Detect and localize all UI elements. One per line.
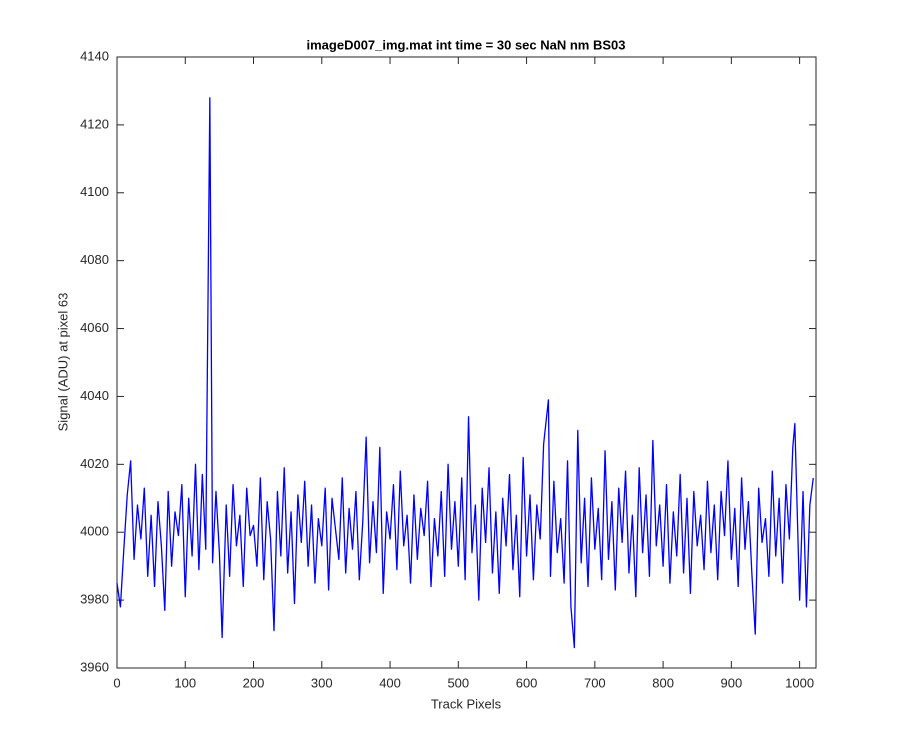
y-tick-label: 3980 [80,592,109,607]
x-tick-label: 400 [379,675,401,690]
x-tick-label: 0 [113,675,120,690]
y-tick-label: 3960 [80,659,109,674]
data-line [116,97,814,649]
x-tick-label: 1000 [785,675,814,690]
y-tick-label: 4140 [80,48,109,63]
x-tick-label: 500 [447,675,469,690]
y-axis-label: Signal (ADU) at pixel 63 [55,293,70,432]
chart-title: imageD007_img.mat int time = 30 sec NaN … [307,37,626,52]
x-tick-label: 100 [174,675,196,690]
y-tick-label: 4080 [80,252,109,267]
x-tick-label: 800 [652,675,674,690]
x-tick-label: 600 [516,675,538,690]
y-tick-label: 4040 [80,388,109,403]
y-tick-label: 4060 [80,320,109,335]
x-tick-label: 200 [243,675,265,690]
x-tick-label: 300 [311,675,333,690]
x-axis-label: Track Pixels [431,696,502,711]
y-tick-label: 4000 [80,524,109,539]
y-tick-label: 4020 [80,456,109,471]
y-tick-label: 4100 [80,184,109,199]
plot-box [116,56,817,669]
y-tick-label: 4120 [80,116,109,131]
x-tick-label: 900 [721,675,743,690]
x-tick-label: 700 [584,675,606,690]
